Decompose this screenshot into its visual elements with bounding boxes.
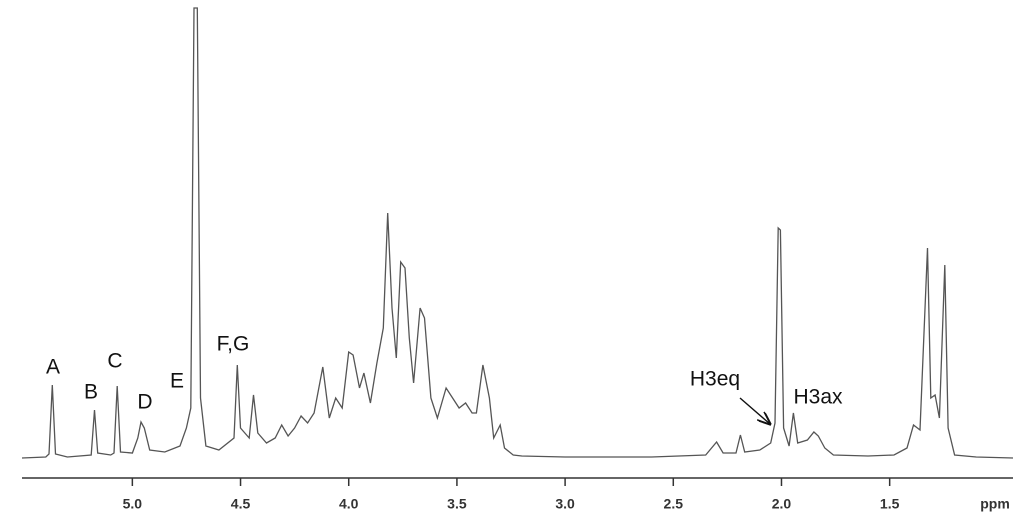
peak-label: F,G [217,333,250,356]
x-tick-label: 2.0 [772,496,792,512]
x-tick-label: 4.0 [339,496,359,512]
x-tick-label: 2.5 [664,496,684,512]
spectrum-line [21,7,1014,459]
x-tick-label: 5.0 [123,496,143,512]
x-tick-label: 1.5 [880,496,900,512]
peak-label: B [84,381,98,404]
x-tick-label: 4.5 [231,496,251,512]
peak-label: D [137,391,152,414]
peak-label: A [46,356,60,379]
annotation-arrow [739,397,770,424]
peak-label: H3eq [690,368,740,391]
x-tick-label: 3.0 [555,496,575,512]
peak-label: H3ax [793,386,843,409]
x-axis-label: ppm [980,496,1010,512]
x-tick-label: 3.5 [447,496,467,512]
peak-label: C [107,350,122,373]
peak-label: E [170,370,184,393]
